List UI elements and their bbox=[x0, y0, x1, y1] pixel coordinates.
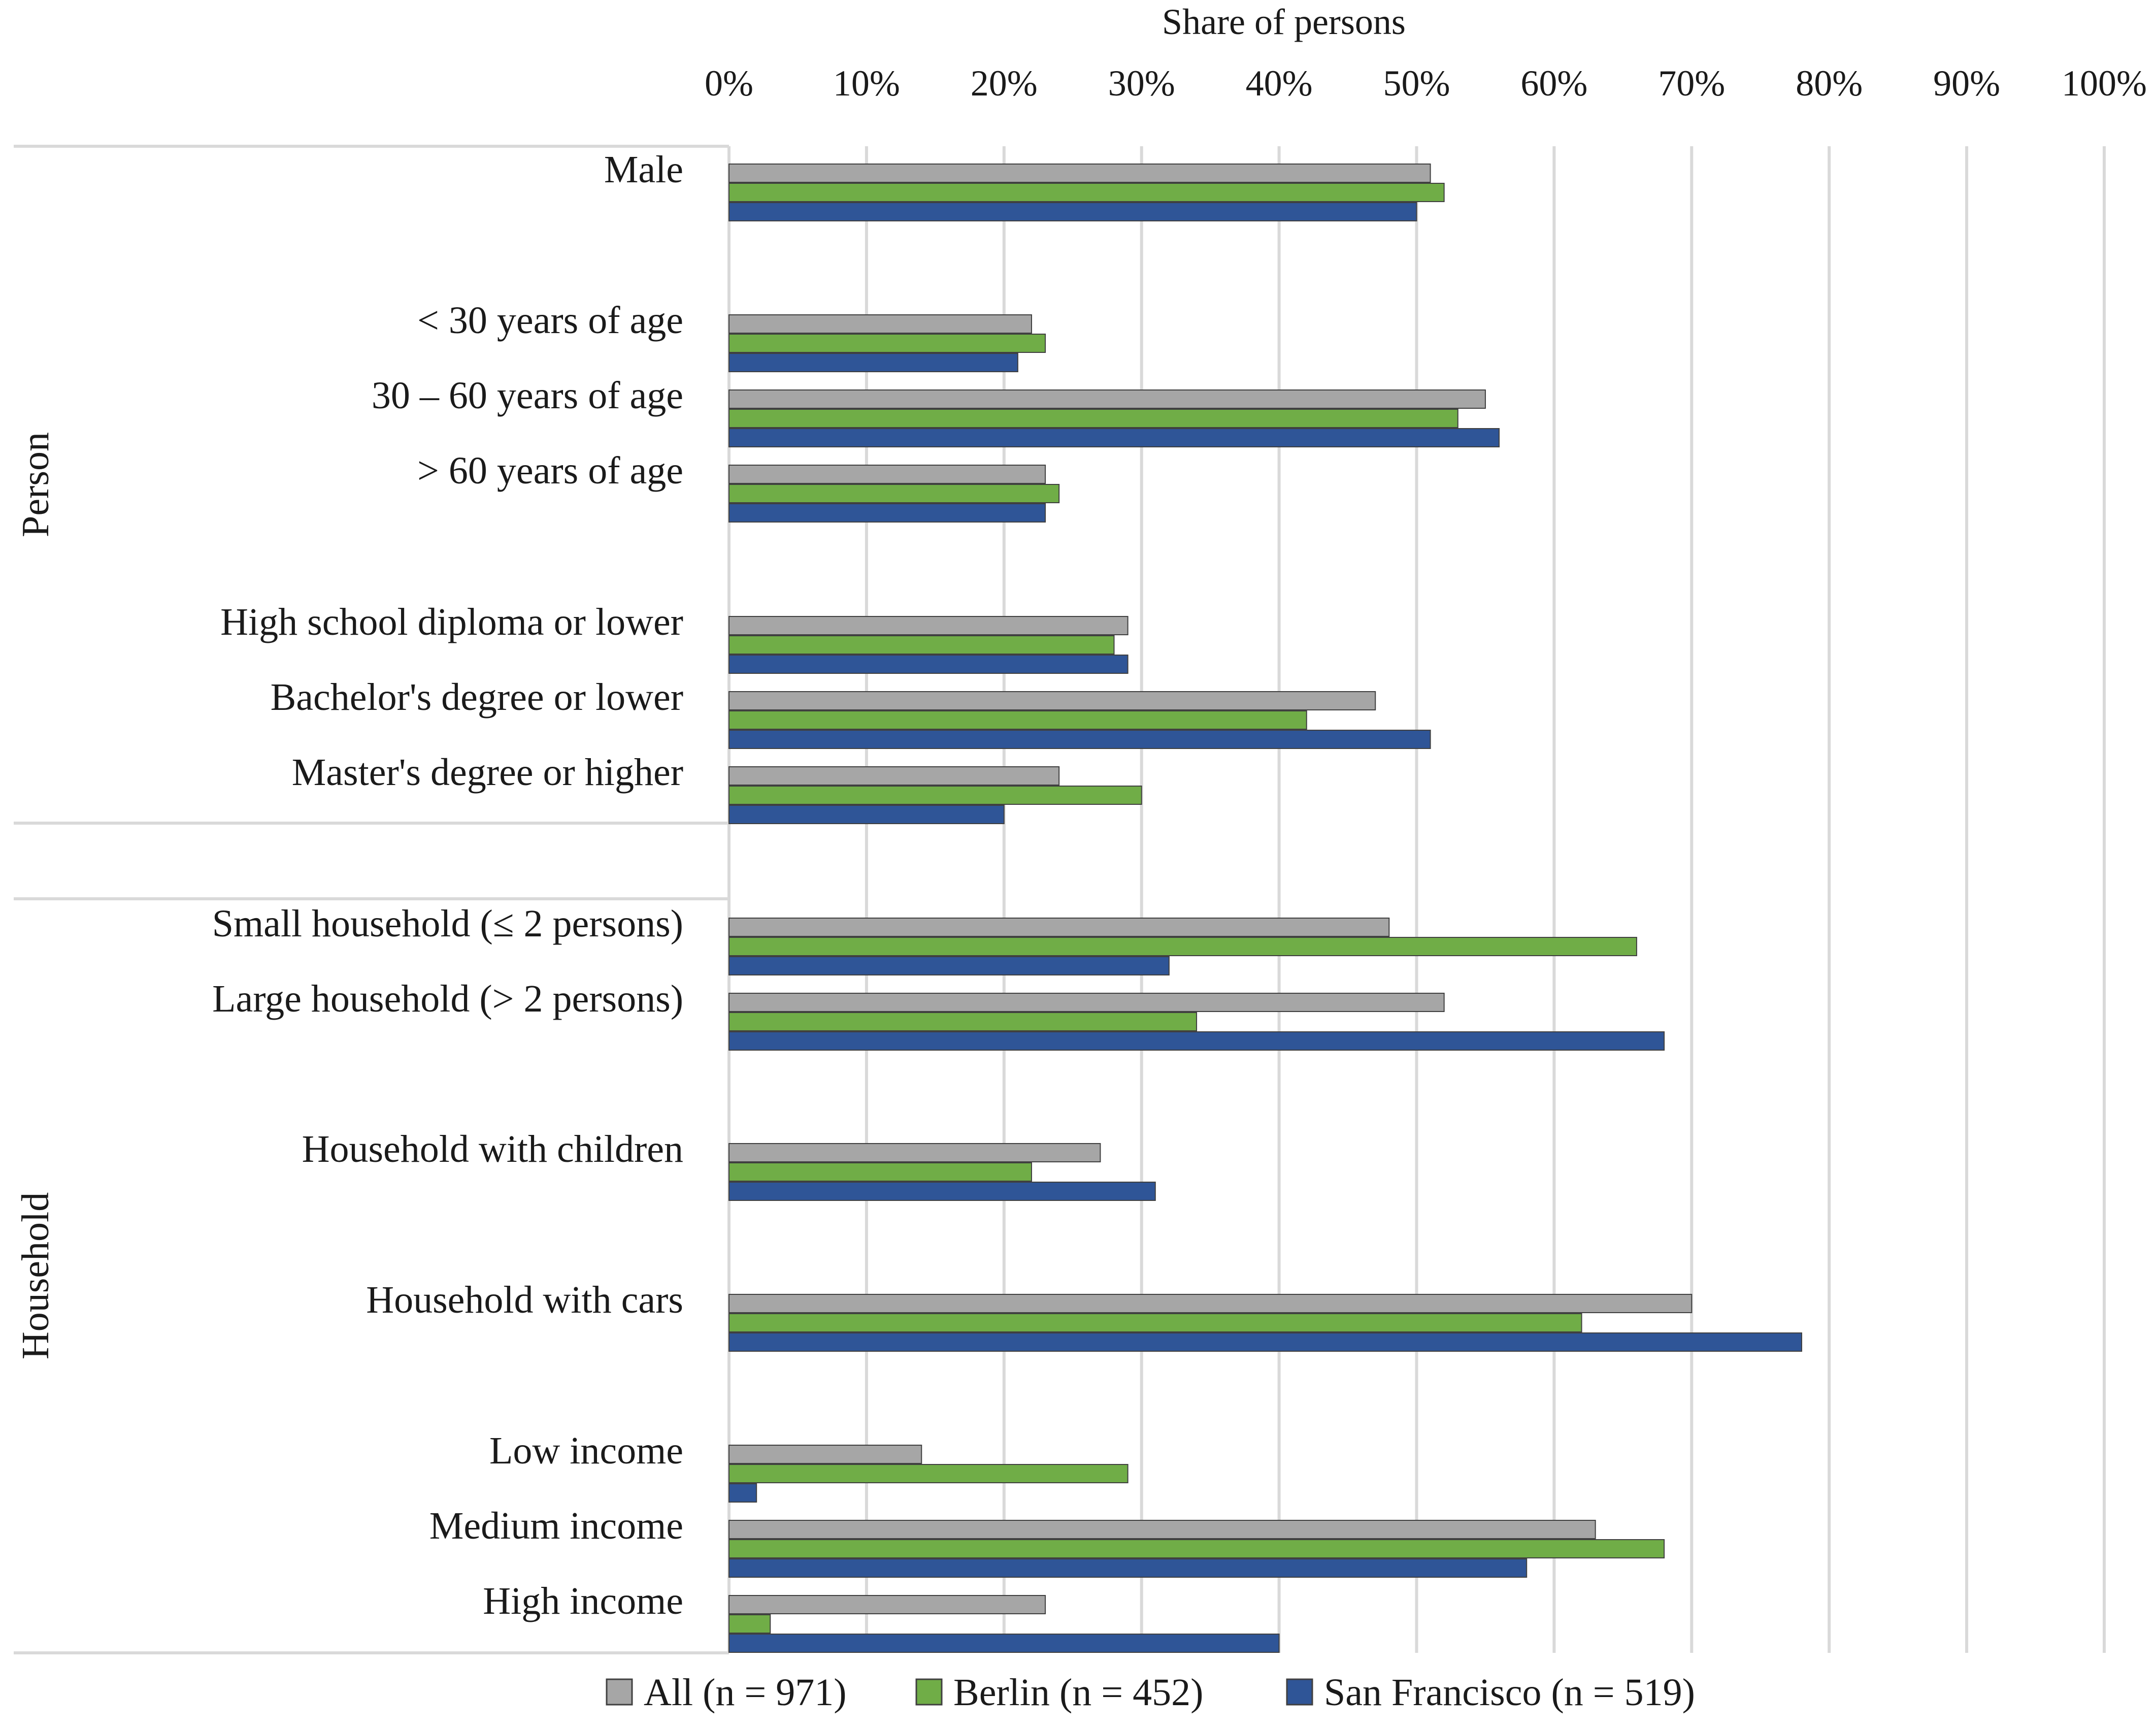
bar-berlin-medium-income bbox=[728, 1539, 1665, 1558]
bar-berlin-male bbox=[728, 183, 1445, 202]
bar-all-master-s-degree-or-higher bbox=[728, 766, 1060, 786]
bar-san-francisco-bachelor-s-degree-or-lower bbox=[728, 730, 1431, 749]
bar-san-francisco-high-income bbox=[728, 1634, 1280, 1653]
category-label: Master's degree or higher bbox=[292, 751, 683, 794]
bar-berlin-small-household-2-persons bbox=[728, 937, 1637, 956]
group-label-household: Household bbox=[14, 1192, 57, 1359]
bar-san-francisco-household-with-cars bbox=[728, 1332, 1803, 1352]
bar-berlin-low-income bbox=[728, 1464, 1129, 1483]
bar-all-high-income bbox=[728, 1595, 1046, 1614]
bar-san-francisco-low-income bbox=[728, 1483, 757, 1503]
bar-berlin-30-years-of-age bbox=[728, 334, 1046, 353]
bar-berlin-household-with-children bbox=[728, 1162, 1032, 1182]
bars bbox=[728, 164, 1803, 1653]
x-tick-label: 30% bbox=[1108, 63, 1175, 104]
x-tick-label: 0% bbox=[705, 63, 753, 104]
x-tick-label: 100% bbox=[2062, 63, 2147, 104]
bar-san-francisco-household-with-children bbox=[728, 1182, 1156, 1201]
bar-berlin-master-s-degree-or-higher bbox=[728, 786, 1142, 805]
bar-berlin-household-with-cars bbox=[728, 1313, 1582, 1332]
bar-all-30-years-of-age bbox=[728, 314, 1032, 334]
category-label: < 30 years of age bbox=[417, 299, 683, 342]
bar-berlin-30-60-years-of-age bbox=[728, 409, 1458, 428]
x-tick-label: 10% bbox=[833, 63, 900, 104]
x-tick-label: 40% bbox=[1246, 63, 1313, 104]
bar-all-60-years-of-age bbox=[728, 465, 1046, 484]
bar-all-household-with-cars bbox=[728, 1294, 1693, 1313]
bar-san-francisco-small-household-2-persons bbox=[728, 956, 1170, 975]
category-label: 30 – 60 years of age bbox=[372, 374, 683, 417]
bar-san-francisco-large-household-2-persons bbox=[728, 1031, 1665, 1051]
x-tick-label: 20% bbox=[971, 63, 1038, 104]
category-label: Household with children bbox=[302, 1128, 683, 1170]
bar-san-francisco-master-s-degree-or-higher bbox=[728, 805, 1005, 824]
legend-swatch bbox=[1286, 1678, 1313, 1706]
category-label: Small household (≤ 2 persons) bbox=[212, 902, 683, 945]
group-labels: Person Household bbox=[14, 432, 57, 1359]
bar-san-francisco-60-years-of-age bbox=[728, 503, 1046, 523]
category-label: Low income bbox=[489, 1429, 683, 1472]
category-label: Bachelor's degree or lower bbox=[271, 676, 683, 719]
bar-san-francisco-medium-income bbox=[728, 1558, 1528, 1578]
category-label: Medium income bbox=[429, 1505, 683, 1547]
legend-swatch bbox=[915, 1678, 943, 1706]
bar-all-small-household-2-persons bbox=[728, 918, 1390, 937]
x-axis-ticks: 0% 10% 20% 30% 40% 50% 60% 70% 80% 90% 100% bbox=[705, 63, 2147, 104]
bar-berlin-high-school-diploma-or-lower bbox=[728, 635, 1115, 655]
group-label-person: Person bbox=[14, 432, 57, 537]
group-dividers bbox=[14, 145, 729, 1654]
bar-all-30-60-years-of-age bbox=[728, 389, 1486, 409]
category-label: High income bbox=[483, 1580, 683, 1622]
x-axis-title: Share of persons bbox=[1162, 2, 1406, 42]
bar-san-francisco-30-years-of-age bbox=[728, 353, 1018, 372]
category-label: Male bbox=[604, 148, 683, 191]
category-labels: Male < 30 years of age 30 – 60 years of ag… bbox=[212, 148, 683, 1622]
bar-all-low-income bbox=[728, 1445, 922, 1464]
bar-all-male bbox=[728, 164, 1431, 183]
category-label: Large household (> 2 persons) bbox=[212, 977, 683, 1020]
legend: All (n = 971) Berlin (n = 452) San Francis… bbox=[606, 1671, 1695, 1714]
bar-all-large-household-2-persons bbox=[728, 993, 1445, 1012]
legend-label: All (n = 971) bbox=[644, 1671, 847, 1714]
x-tick-label: 60% bbox=[1520, 63, 1587, 104]
legend-label: San Francisco (n = 519) bbox=[1324, 1671, 1695, 1714]
bar-all-medium-income bbox=[728, 1520, 1596, 1539]
gridlines bbox=[727, 146, 2106, 1653]
bar-san-francisco-high-school-diploma-or-lower bbox=[728, 655, 1129, 674]
category-label: High school diploma or lower bbox=[220, 601, 683, 643]
bar-all-household-with-children bbox=[728, 1143, 1101, 1162]
bar-san-francisco-male bbox=[728, 202, 1417, 221]
x-tick-label: 90% bbox=[1933, 63, 2000, 104]
x-tick-label: 50% bbox=[1383, 63, 1450, 104]
bar-berlin-bachelor-s-degree-or-lower bbox=[728, 710, 1307, 730]
bar-berlin-high-income bbox=[728, 1614, 771, 1634]
x-tick-label: 70% bbox=[1658, 63, 1725, 104]
bar-all-high-school-diploma-or-lower bbox=[728, 616, 1129, 635]
legend-label: Berlin (n = 452) bbox=[953, 1671, 1203, 1714]
category-label: > 60 years of age bbox=[417, 449, 683, 492]
bar-san-francisco-30-60-years-of-age bbox=[728, 428, 1500, 447]
legend-swatch bbox=[606, 1678, 633, 1706]
category-label: Household with cars bbox=[366, 1279, 683, 1321]
bar-berlin-large-household-2-persons bbox=[728, 1012, 1198, 1031]
x-tick-label: 80% bbox=[1796, 63, 1863, 104]
bar-berlin-60-years-of-age bbox=[728, 484, 1060, 503]
bar-all-bachelor-s-degree-or-lower bbox=[728, 691, 1376, 710]
